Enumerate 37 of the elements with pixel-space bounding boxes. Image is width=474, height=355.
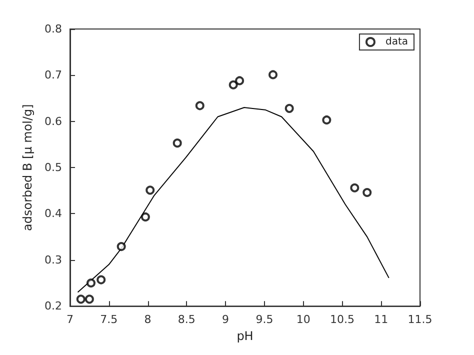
x-axis-title: pH	[236, 329, 254, 343]
point	[96, 275, 106, 284]
point	[172, 138, 182, 148]
y-tick-label: 0.5	[44, 161, 62, 174]
y-tick-label: 0.3	[44, 253, 62, 266]
point	[140, 212, 150, 222]
x-tick-label: 7.5	[100, 313, 118, 326]
x-tick-label: 8	[144, 313, 152, 326]
point	[228, 80, 238, 90]
line-series	[77, 107, 390, 293]
x-tick-label: 7	[66, 313, 74, 326]
point	[195, 101, 204, 110]
point	[362, 188, 372, 197]
point	[84, 294, 94, 304]
point	[268, 70, 278, 80]
x-tick-label: 9.5	[256, 313, 274, 326]
legend-label: data	[385, 36, 408, 48]
y-tick-label: 0.8	[44, 22, 62, 36]
point	[284, 104, 294, 113]
y-tick-label: 0.4	[44, 207, 62, 220]
x-tick-label: 10	[296, 313, 310, 326]
y-tick-label: 0.7	[44, 68, 62, 82]
y-tick-label: 0.2	[44, 300, 62, 313]
y-tick-label: 0.6	[44, 114, 62, 128]
point	[322, 115, 332, 124]
point	[350, 183, 360, 192]
x-tick-label: 8.5	[178, 313, 196, 326]
x-tick-label: 9	[222, 313, 230, 326]
point	[116, 242, 126, 252]
point	[235, 76, 244, 86]
point	[146, 186, 155, 195]
point	[76, 294, 86, 304]
point	[86, 278, 96, 288]
x-tick-label: 11	[374, 313, 388, 326]
x-tick-label: 11.5	[408, 313, 432, 326]
y-axis-title: adsorbed B [μ mol/g]	[20, 104, 35, 231]
x-tick-label: 10.5	[330, 313, 354, 326]
